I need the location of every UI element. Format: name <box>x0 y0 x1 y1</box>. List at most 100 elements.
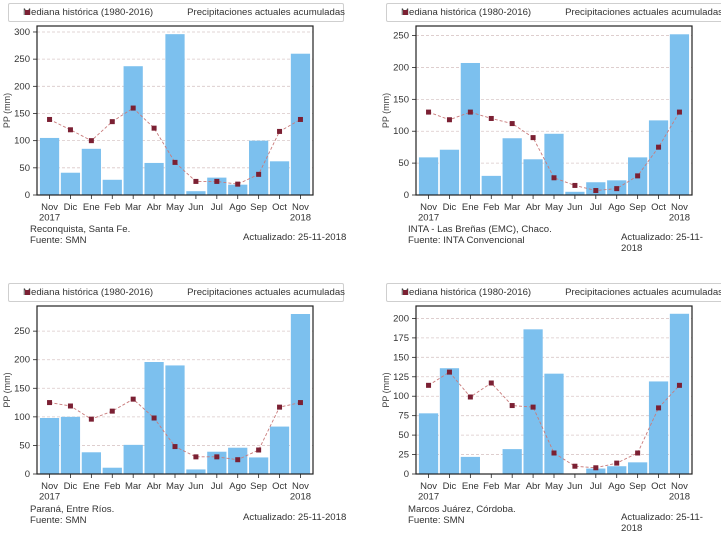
chart-legend: Mediana histórica (1980-2016) Precipitac… <box>8 283 345 302</box>
precip-bar <box>290 53 311 196</box>
precip-bar <box>144 162 164 195</box>
median-point <box>214 454 220 460</box>
updated-date: Actualizado: 25-11-2018 <box>621 512 703 534</box>
precip-bar <box>544 373 564 474</box>
x-tick-label: 2018 <box>290 213 311 224</box>
chart-panel-reconquista: Mediana histórica (1980-2016) Precipitac… <box>0 0 360 260</box>
precip-bar <box>249 457 269 474</box>
median-point <box>109 408 115 414</box>
precip-bar <box>418 413 439 474</box>
precip-bar <box>249 140 269 195</box>
y-tick-label: 125 <box>393 372 409 383</box>
y-tick-label: 25 <box>398 450 409 461</box>
x-tick-label: Abr <box>147 481 162 492</box>
x-tick-label: Jul <box>590 202 602 213</box>
median-point <box>47 116 53 122</box>
data-source: Fuente: SMN <box>408 515 465 526</box>
x-tick-label: Nov <box>420 481 437 492</box>
median-point <box>593 465 599 471</box>
x-tick-label: Abr <box>526 481 541 492</box>
y-tick-label: 150 <box>14 108 30 119</box>
x-tick-label: Oct <box>272 202 287 213</box>
x-tick-label: Ago <box>229 202 246 213</box>
median-point <box>656 144 662 150</box>
median-point <box>614 186 620 192</box>
bars-legend-label: Precipitaciones actuales acumuladas <box>565 7 721 18</box>
chart-legend: Mediana histórica (1980-2016) Precipitac… <box>8 3 345 22</box>
y-tick-label: 200 <box>14 81 30 92</box>
median-point <box>297 116 303 122</box>
precip-bar <box>81 148 101 195</box>
x-tick-label: 2018 <box>290 492 311 503</box>
precip-bar <box>269 426 290 474</box>
x-tick-label: 2018 <box>669 492 690 503</box>
median-point <box>67 127 73 133</box>
precip-bar <box>418 157 439 195</box>
median-point <box>676 109 682 115</box>
x-tick-label: Nov <box>671 481 688 492</box>
x-tick-label: Jun <box>188 481 203 492</box>
precip-bar <box>186 469 206 474</box>
median-point <box>172 159 178 165</box>
precip-bar <box>165 34 185 196</box>
median-point <box>130 396 136 402</box>
precip-bar <box>60 172 81 195</box>
median-point <box>235 457 241 463</box>
precip-bar <box>39 418 60 474</box>
y-tick-label: 200 <box>393 62 409 73</box>
y-tick-label: 250 <box>14 326 30 337</box>
station-name: Marcos Juárez, Córdoba. <box>408 504 516 515</box>
median-legend-label: Mediana histórica (1980-2016) <box>401 287 532 298</box>
y-tick-label: 0 <box>404 190 409 201</box>
x-tick-label: 2017 <box>418 213 439 224</box>
updated-date: Actualizado: 25-11-2018 <box>243 232 347 243</box>
median-point <box>635 173 641 179</box>
x-tick-label: Nov <box>41 481 58 492</box>
precip-bar <box>502 138 522 195</box>
median-point <box>530 404 536 410</box>
precip-bar <box>460 456 480 474</box>
precip-bar <box>669 34 690 196</box>
median-point <box>47 400 53 406</box>
precip-bar <box>81 452 101 474</box>
y-tick-label: 150 <box>393 352 409 363</box>
x-tick-label: Sep <box>629 481 646 492</box>
precip-bar <box>544 133 564 195</box>
x-tick-label: Abr <box>526 202 541 213</box>
y-tick-label: 50 <box>19 163 30 174</box>
x-tick-label: Oct <box>651 202 666 213</box>
data-source: Fuente: INTA Convencional <box>408 235 525 246</box>
median-point <box>88 416 94 422</box>
median-legend-label: Mediana histórica (1980-2016) <box>23 287 154 298</box>
precip-bar <box>123 444 143 474</box>
x-tick-label: Mar <box>504 481 520 492</box>
median-point <box>277 128 283 134</box>
precip-bar <box>648 381 669 474</box>
x-tick-label: Sep <box>629 202 646 213</box>
y-tick-label: 50 <box>398 430 409 441</box>
y-tick-label: 0 <box>25 190 30 201</box>
x-tick-label: Nov <box>420 202 437 213</box>
median-point <box>551 450 557 456</box>
updated-date: Actualizado: 25-11-2018 <box>621 232 703 254</box>
precip-bar <box>290 314 311 474</box>
x-tick-label: Jun <box>188 202 203 213</box>
x-tick-label: May <box>166 202 184 213</box>
precip-bar <box>481 175 501 195</box>
median-point <box>297 400 303 406</box>
y-tick-label: 250 <box>393 31 409 42</box>
y-tick-label: 50 <box>398 158 409 169</box>
x-tick-label: Nov <box>292 202 309 213</box>
precip-bar <box>648 120 669 195</box>
median-legend-label: Mediana histórica (1980-2016) <box>401 7 532 18</box>
x-tick-label: Nov <box>292 481 309 492</box>
x-tick-label: Ene <box>83 481 100 492</box>
y-axis-label: PP (mm) <box>2 372 12 407</box>
x-tick-label: Feb <box>483 202 499 213</box>
x-tick-label: Dic <box>443 202 457 213</box>
median-point <box>488 380 494 386</box>
station-name: INTA - Las Breñas (EMC), Chaco. <box>408 224 552 235</box>
x-tick-label: Dic <box>443 481 457 492</box>
median-point <box>488 115 494 121</box>
